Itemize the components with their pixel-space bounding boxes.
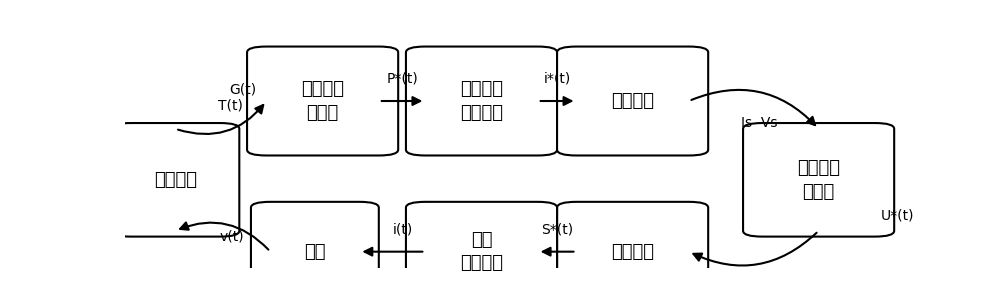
Text: P*(t): P*(t) (387, 72, 418, 86)
Text: T(t): T(t) (218, 99, 243, 113)
Text: 测量模块: 测量模块 (154, 171, 197, 189)
Text: 电网: 电网 (304, 243, 326, 261)
FancyBboxPatch shape (406, 202, 557, 301)
Text: 跟踪
目标电流: 跟踪 目标电流 (460, 231, 503, 272)
Text: 设计逆变
控制器: 设计逆变 控制器 (797, 159, 840, 201)
Text: 逆变电路: 逆变电路 (611, 243, 654, 261)
Text: G(t): G(t) (229, 82, 256, 96)
Text: S*(t): S*(t) (541, 223, 574, 237)
Text: v(t): v(t) (220, 230, 244, 244)
FancyBboxPatch shape (406, 47, 557, 156)
Text: i*(t): i*(t) (544, 72, 571, 86)
Text: i(t): i(t) (392, 223, 413, 237)
FancyBboxPatch shape (557, 202, 708, 301)
FancyBboxPatch shape (111, 123, 239, 237)
FancyBboxPatch shape (247, 47, 398, 156)
FancyBboxPatch shape (251, 202, 379, 301)
Text: 产生并网
期望电流: 产生并网 期望电流 (460, 80, 503, 122)
FancyBboxPatch shape (743, 123, 894, 237)
FancyBboxPatch shape (557, 47, 708, 156)
Text: U*(t): U*(t) (881, 209, 914, 223)
Text: Is  Vs: Is Vs (741, 116, 778, 130)
Text: 电路模型: 电路模型 (611, 92, 654, 110)
Text: 最大功率
点跟踪: 最大功率 点跟踪 (301, 80, 344, 122)
